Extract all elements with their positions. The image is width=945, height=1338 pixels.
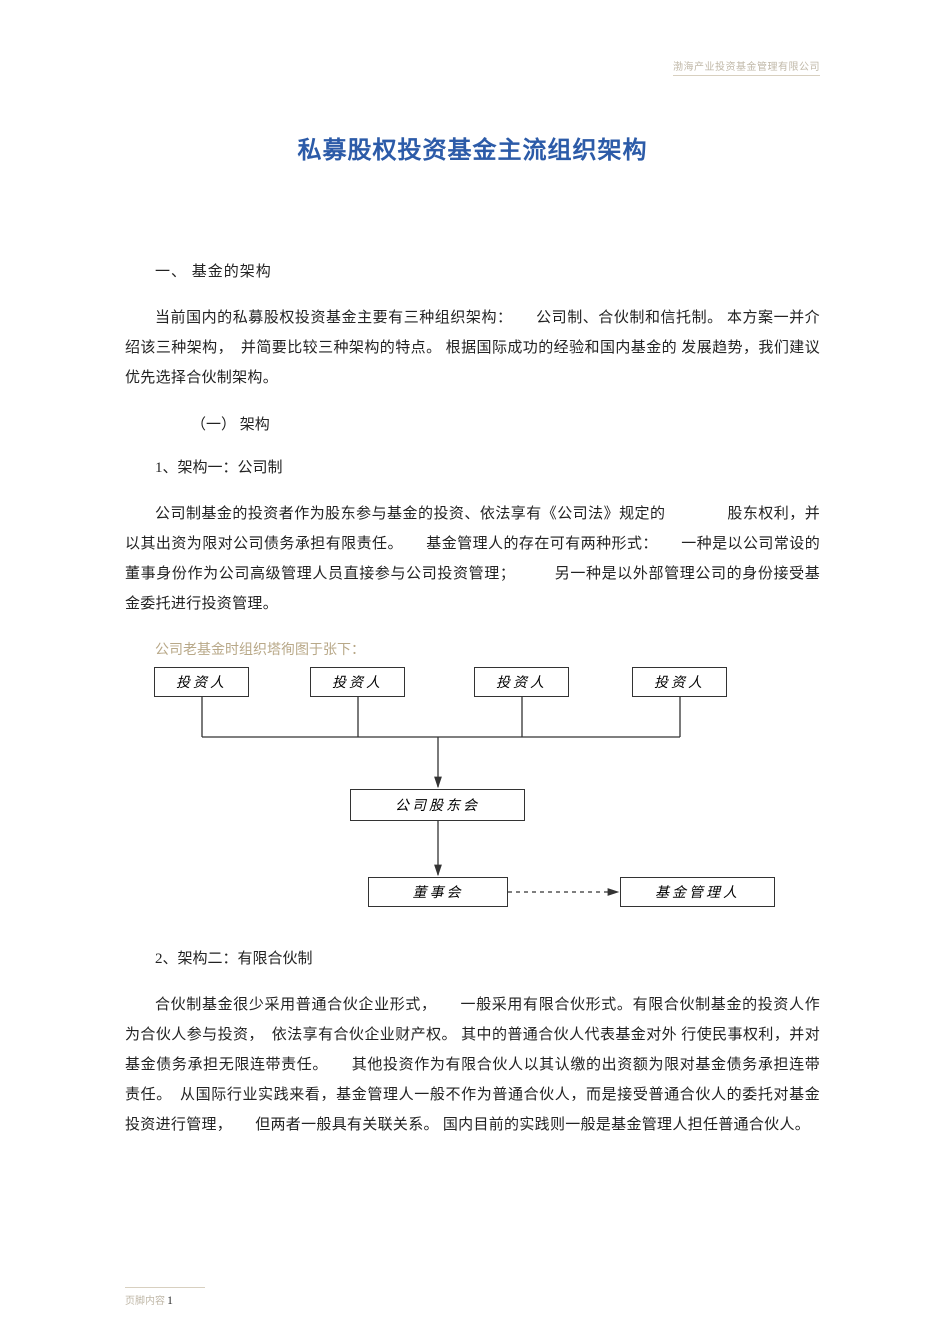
header-company: 渤海产业投资基金管理有限公司	[673, 58, 820, 76]
document-title: 私募股权投资基金主流组织架构	[125, 130, 820, 165]
org-flowchart: 投资人 投资人 投资人 投资人 公司股东会 董事会 基金管理人	[150, 667, 790, 912]
footer-label: 页脚内容	[125, 1296, 165, 1307]
section-1-heading: 一、 基金的架构	[155, 260, 820, 281]
node-investor-2: 投资人	[310, 667, 405, 697]
document-page: 渤海产业投资基金管理有限公司 私募股权投资基金主流组织架构 一、 基金的架构 当…	[0, 0, 945, 1338]
diagram-caption: 公司老基金时组织塔徇图于张下：	[155, 639, 820, 659]
item-1-paragraph: 公司制基金的投资者作为股东参与基金的投资、依法享有《公司法》规定的 股东权利，并…	[125, 499, 820, 619]
node-investor-1: 投资人	[154, 667, 249, 697]
node-fund-manager-label: 基金管理人	[620, 878, 775, 906]
node-investor-4: 投资人	[632, 667, 727, 697]
footer-page-number: 1	[167, 1293, 173, 1307]
item-2-paragraph: 合伙制基金很少采用普通合伙企业形式， 一般采用有限合伙形式。有限合伙制基金的投资…	[125, 990, 820, 1140]
node-shareholder-meeting: 公司股东会	[350, 789, 525, 821]
subsection-1-heading: （一） 架构	[191, 413, 820, 434]
item-1-title: 1、架构一：公司制	[155, 456, 820, 477]
node-board: 董事会	[368, 877, 508, 907]
page-footer: 页脚内容1	[125, 1287, 205, 1308]
node-fund-manager: 基金管理人	[620, 877, 775, 907]
node-investor-3: 投资人	[474, 667, 569, 697]
item-2-title: 2、架构二：有限合伙制	[155, 947, 820, 968]
section-1-paragraph-1: 当前国内的私募股权投资基金主要有三种组织架构： 公司制、合伙制和信托制。 本方案…	[125, 303, 820, 393]
